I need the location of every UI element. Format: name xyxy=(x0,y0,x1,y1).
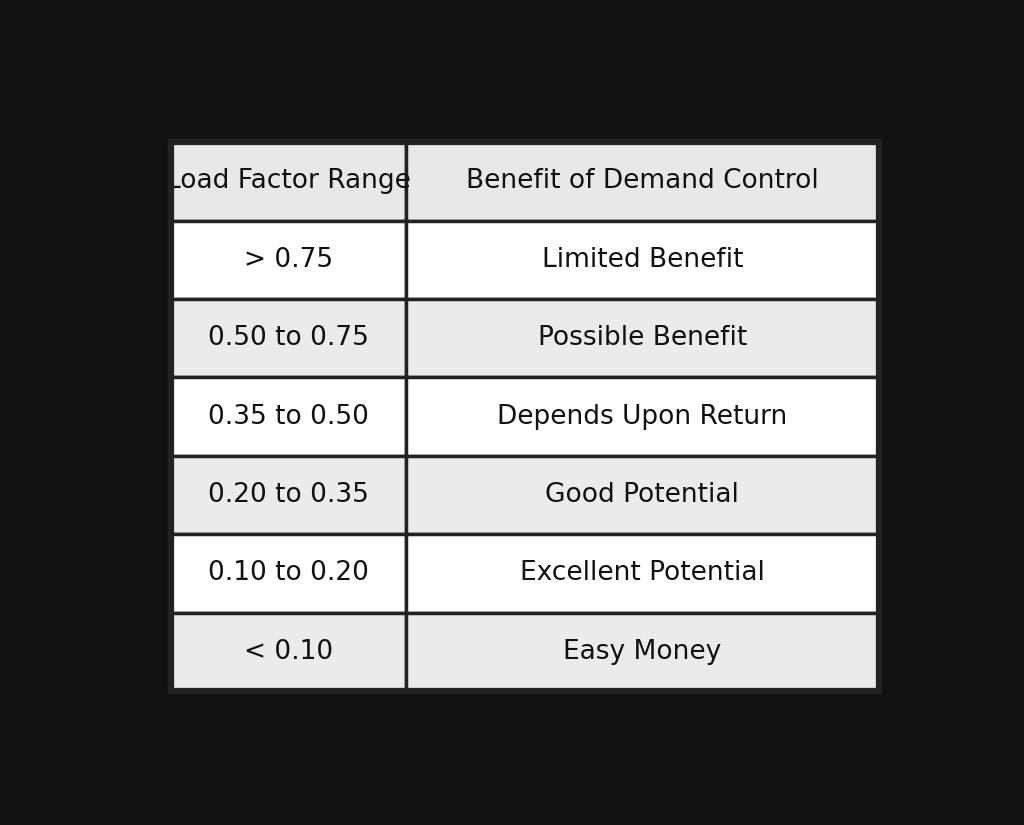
Text: < 0.10: < 0.10 xyxy=(244,639,333,665)
Bar xyxy=(171,456,406,535)
Bar xyxy=(406,299,879,377)
Text: Good Potential: Good Potential xyxy=(546,482,739,508)
Text: > 0.75: > 0.75 xyxy=(244,247,333,273)
Text: Limited Benefit: Limited Benefit xyxy=(542,247,743,273)
Bar xyxy=(171,142,879,691)
Bar xyxy=(406,220,879,299)
Bar xyxy=(171,377,406,456)
Text: 0.35 to 0.50: 0.35 to 0.50 xyxy=(208,403,369,430)
Bar xyxy=(171,535,406,613)
Bar xyxy=(171,299,406,377)
Bar xyxy=(171,142,406,220)
Text: 0.10 to 0.20: 0.10 to 0.20 xyxy=(208,560,369,587)
Text: Load Factor Range: Load Factor Range xyxy=(166,168,411,195)
Text: Possible Benefit: Possible Benefit xyxy=(538,325,746,351)
Text: Depends Upon Return: Depends Upon Return xyxy=(498,403,787,430)
Bar xyxy=(406,142,879,220)
Text: Easy Money: Easy Money xyxy=(563,639,722,665)
Bar xyxy=(406,613,879,691)
Bar xyxy=(406,456,879,535)
Text: 0.20 to 0.35: 0.20 to 0.35 xyxy=(208,482,369,508)
Bar xyxy=(171,613,406,691)
Text: Benefit of Demand Control: Benefit of Demand Control xyxy=(466,168,818,195)
Bar xyxy=(406,377,879,456)
Bar xyxy=(171,220,406,299)
Text: 0.50 to 0.75: 0.50 to 0.75 xyxy=(208,325,369,351)
Bar xyxy=(406,535,879,613)
Text: Excellent Potential: Excellent Potential xyxy=(520,560,765,587)
